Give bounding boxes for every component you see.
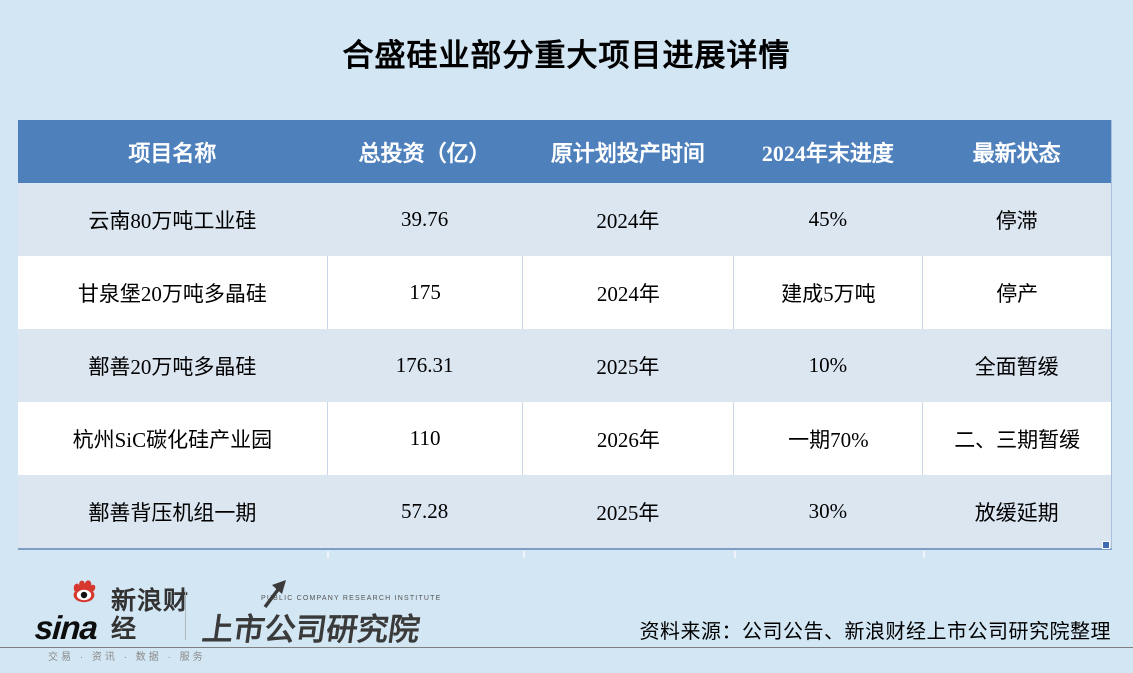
cell-investment: 176.31 (395, 353, 454, 377)
sina-finance-logo: sina 新浪财经 交易 · 资讯 · 数据 · 服务 (33, 580, 203, 663)
spreadsheet-fill-handle (1102, 541, 1110, 549)
up-arrow-icon (259, 579, 289, 614)
table-header-row: 项目名称 总投资（亿） 原计划投产时间 2024年末进度 最新状态 (18, 120, 1111, 183)
column-divider-stub (327, 551, 329, 558)
table-row: 鄯善背压机组一期 57.28 2025年 30% 放缓延期 (18, 475, 1111, 548)
research-institute-logo: PUBLIC COMPANY RESEARCH INSTITUTE 上市公司研究… (200, 580, 440, 647)
column-header-planned-production-date: 原计划投产时间 (550, 140, 705, 166)
cell-status: 停滞 (995, 208, 1038, 233)
cell-status: 二、三期暂缓 (922, 402, 1111, 475)
cell-project-name: 云南80万吨工业硅 (88, 208, 257, 233)
cell-planned-date: 2026年 (522, 402, 733, 475)
cell-progress: 一期70% (733, 402, 922, 475)
cell-progress: 建成5万吨 (733, 256, 922, 329)
cell-investment: 110 (326, 402, 523, 475)
page-title: 合盛硅业部分重大项目进展详情 (342, 38, 791, 73)
table-row: 云南80万吨工业硅 39.76 2024年 45% 停滞 (18, 183, 1111, 256)
sina-eye-icon (69, 579, 99, 608)
table-row: 杭州SiC碳化硅产业园 110 2026年 一期70% 二、三期暂缓 (18, 402, 1111, 475)
column-header-total-investment: 总投资（亿） (358, 140, 491, 166)
column-header-project-name: 项目名称 (128, 140, 217, 166)
cell-status: 全面暂缓 (974, 354, 1059, 379)
cell-investment: 175 (326, 256, 523, 329)
institute-name: 上市公司研究院 (200, 612, 423, 647)
cell-planned-date: 2024年 (596, 208, 660, 233)
cell-planned-date: 2025年 (596, 354, 660, 379)
cell-status: 停产 (922, 256, 1111, 329)
cell-progress: 10% (808, 353, 848, 377)
cell-planned-date: 2025年 (596, 500, 660, 525)
footer-divider (185, 591, 186, 640)
column-header-2024-progress: 2024年末进度 (761, 140, 894, 166)
cell-project-name: 鄯善20万吨多晶硅 (88, 354, 257, 379)
institute-subtitle: PUBLIC COMPANY RESEARCH INSTITUTE (261, 595, 442, 602)
sina-wordmark: sina (33, 609, 99, 647)
footer-rule (0, 647, 1133, 648)
cropped-next-row-strip (18, 551, 1112, 558)
cell-project-name: 鄯善背压机组一期 (88, 500, 257, 525)
column-divider-stub (523, 551, 525, 558)
projects-table: 项目名称 总投资（亿） 原计划投产时间 2024年末进度 最新状态 云南80万吨… (18, 120, 1112, 550)
cell-investment: 57.28 (400, 499, 449, 523)
table-row: 鄯善20万吨多晶硅 176.31 2025年 10% 全面暂缓 (18, 329, 1111, 402)
cell-planned-date: 2024年 (522, 256, 733, 329)
cell-project-name: 甘泉堡20万吨多晶硅 (77, 281, 267, 306)
cell-progress: 45% (808, 207, 848, 231)
column-divider-stub (923, 551, 925, 558)
sina-brand-text: 新浪财经 (111, 587, 190, 643)
cell-status: 放缓延期 (974, 500, 1059, 525)
cell-project-name: 杭州SiC碳化硅产业园 (72, 427, 273, 452)
cell-investment: 39.76 (400, 207, 449, 231)
cell-progress: 30% (808, 499, 848, 523)
column-divider-stub (734, 551, 736, 558)
table-row: 甘泉堡20万吨多晶硅 175 2024年 建成5万吨 停产 (18, 256, 1111, 329)
data-source-note: 资料来源：公司公告、新浪财经上市公司研究院整理 (639, 621, 1111, 643)
column-header-latest-status: 最新状态 (972, 140, 1061, 166)
sina-tagline: 交易 · 资讯 · 数据 · 服务 (48, 652, 206, 663)
